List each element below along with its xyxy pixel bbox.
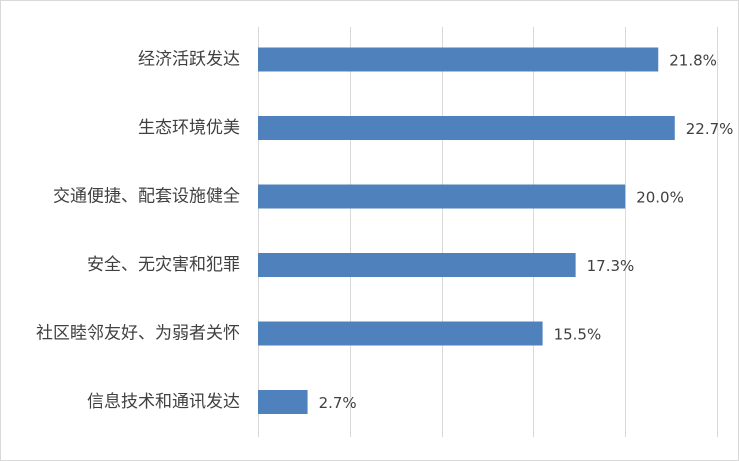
gridlines	[258, 27, 718, 437]
bar	[258, 253, 576, 277]
data-label: 22.7%	[686, 120, 734, 138]
data-label: 21.8%	[669, 52, 717, 70]
value-labels: 21.8% 22.7% 20.0% 17.3% 15.5% 2.7%	[319, 52, 734, 413]
bars	[258, 47, 675, 414]
category-label: 交通便捷、配套设施健全	[53, 187, 240, 207]
category-label: 信息技术和通讯发达	[87, 392, 240, 412]
bar	[258, 47, 659, 72]
bar	[258, 184, 626, 209]
bar	[258, 321, 543, 346]
category-label: 安全、无灾害和犯罪	[87, 255, 240, 275]
bar	[258, 390, 308, 414]
category-label: 社区睦邻友好、为弱者关怀	[36, 324, 240, 344]
bar	[258, 116, 675, 140]
data-label: 2.7%	[319, 394, 357, 412]
category-label: 经济活跃发达	[138, 50, 240, 70]
category-label: 生态环境优美	[138, 118, 240, 138]
data-label: 20.0%	[636, 189, 684, 207]
data-label: 15.5%	[554, 326, 602, 344]
category-labels: 经济活跃发达生态环境优美交通便捷、配套设施健全安全、无灾害和犯罪社区睦邻友好、为…	[36, 50, 240, 413]
data-label: 17.3%	[587, 257, 635, 275]
